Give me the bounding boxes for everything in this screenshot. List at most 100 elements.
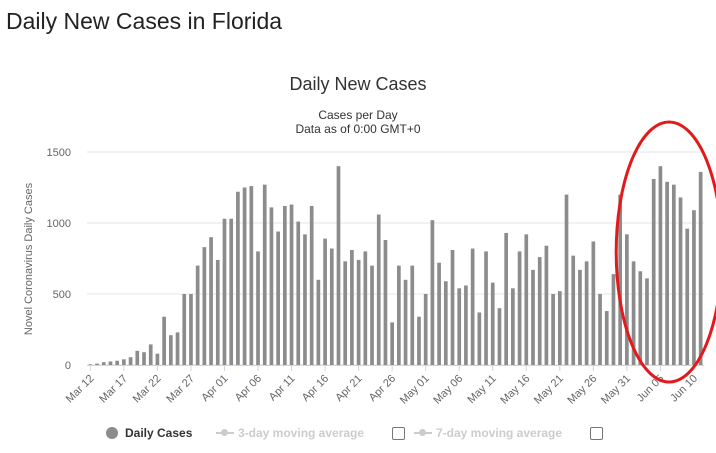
bar-day-24[interactable]	[249, 186, 254, 365]
bar-day-56[interactable]	[464, 285, 468, 365]
bar-day-50[interactable]	[423, 294, 428, 365]
bar-day-15[interactable]	[189, 294, 193, 365]
bar-day-66[interactable]	[531, 269, 535, 365]
bar-day-14[interactable]	[182, 294, 187, 365]
bar-day-7[interactable]	[135, 350, 140, 365]
bar-day-73[interactable]	[578, 269, 582, 365]
bar-day-36[interactable]	[329, 248, 334, 365]
bar-day-89[interactable]	[685, 228, 690, 365]
bar-day-8[interactable]	[142, 352, 146, 365]
bar-day-86[interactable]	[665, 181, 669, 365]
bar-day-69[interactable]	[551, 294, 555, 365]
bar-day-43[interactable]	[376, 214, 381, 365]
bar-day-26[interactable]	[262, 184, 267, 365]
bar-day-35[interactable]	[323, 238, 327, 365]
bar-day-47[interactable]	[403, 279, 408, 365]
legend-item-daily-cases[interactable]: Daily Cases	[106, 426, 192, 440]
bar-day-57[interactable]	[470, 248, 475, 365]
bar-day-17[interactable]	[202, 247, 207, 365]
bar-day-80[interactable]	[625, 234, 629, 365]
bar-day-90[interactable]	[692, 210, 696, 365]
bar-day-81[interactable]	[631, 261, 636, 365]
bar-day-16[interactable]	[195, 265, 200, 365]
7-day-average-checkbox[interactable]	[590, 427, 603, 440]
x-tick-label: Jun 05	[635, 373, 667, 405]
bar-day-58[interactable]	[477, 312, 482, 365]
3-day-average-checkbox[interactable]	[392, 427, 405, 440]
bar-day-28[interactable]	[276, 231, 280, 365]
bar-day-91[interactable]	[698, 171, 703, 365]
bar-day-38[interactable]	[343, 261, 348, 365]
bar-day-27[interactable]	[269, 207, 274, 365]
bar-day-65[interactable]	[524, 234, 529, 365]
bar-day-60[interactable]	[490, 282, 495, 365]
bar-day-6[interactable]	[128, 357, 133, 365]
bar-day-61[interactable]	[497, 308, 502, 365]
bar-day-4[interactable]	[115, 360, 120, 365]
bar-day-88[interactable]	[678, 197, 683, 365]
bar-day-59[interactable]	[484, 251, 488, 365]
bar-day-76[interactable]	[598, 294, 602, 365]
bar-day-46[interactable]	[397, 265, 401, 365]
bar-day-21[interactable]	[229, 218, 234, 365]
legend-item-7-day-average[interactable]: 7-day moving average	[414, 426, 562, 440]
bar-day-77[interactable]	[604, 311, 609, 365]
bar-day-74[interactable]	[584, 261, 589, 365]
bar-day-83[interactable]	[645, 278, 649, 365]
bar-day-32[interactable]	[303, 234, 307, 365]
bar-day-84[interactable]	[651, 178, 656, 365]
bar-day-72[interactable]	[571, 255, 576, 365]
bar-day-85[interactable]	[658, 166, 663, 365]
bar-day-49[interactable]	[417, 316, 421, 365]
bar-day-23[interactable]	[242, 187, 247, 366]
bar-day-20[interactable]	[222, 218, 227, 365]
bar-day-12[interactable]	[168, 335, 173, 365]
bar-day-1[interactable]	[95, 363, 99, 365]
bar-day-40[interactable]	[356, 259, 361, 365]
bar-day-30[interactable]	[289, 204, 294, 365]
bar-day-25[interactable]	[256, 251, 260, 365]
bar-day-67[interactable]	[537, 257, 542, 365]
bar-day-31[interactable]	[296, 221, 301, 365]
bar-day-41[interactable]	[363, 251, 368, 365]
bar-day-45[interactable]	[390, 322, 394, 365]
bar-day-48[interactable]	[410, 265, 415, 365]
bar-day-11[interactable]	[162, 316, 166, 365]
bar-series-daily-cases[interactable]	[88, 166, 703, 366]
bar-day-19[interactable]	[215, 259, 220, 365]
bar-day-68[interactable]	[544, 245, 549, 365]
bar-day-44[interactable]	[383, 240, 388, 365]
bar-day-63[interactable]	[511, 288, 515, 365]
bar-day-75[interactable]	[591, 241, 596, 365]
bar-day-87[interactable]	[671, 184, 676, 365]
bar-day-54[interactable]	[450, 249, 455, 365]
bar-day-10[interactable]	[155, 353, 160, 365]
bar-day-52[interactable]	[437, 262, 441, 365]
bar-day-71[interactable]	[564, 194, 569, 365]
bar-day-64[interactable]	[517, 251, 522, 365]
bar-day-18[interactable]	[209, 237, 213, 365]
bar-day-79[interactable]	[618, 194, 623, 365]
bar-day-2[interactable]	[101, 362, 106, 365]
daily-cases-legend-dot-icon	[106, 427, 118, 439]
bar-day-0[interactable]	[88, 364, 93, 365]
bar-day-42[interactable]	[370, 265, 374, 365]
bar-day-37[interactable]	[336, 166, 341, 365]
bar-day-22[interactable]	[236, 191, 240, 365]
bar-day-53[interactable]	[443, 281, 448, 365]
bar-day-51[interactable]	[430, 220, 435, 365]
bar-day-33[interactable]	[309, 205, 314, 365]
bar-day-13[interactable]	[175, 332, 180, 365]
bar-day-55[interactable]	[457, 288, 462, 365]
bar-day-62[interactable]	[504, 232, 508, 365]
bar-day-82[interactable]	[638, 271, 643, 365]
bar-day-70[interactable]	[557, 291, 562, 365]
bar-day-39[interactable]	[350, 249, 354, 365]
bar-day-5[interactable]	[122, 359, 126, 365]
bar-day-9[interactable]	[148, 344, 153, 365]
bar-day-29[interactable]	[283, 205, 287, 365]
bar-day-34[interactable]	[316, 279, 321, 365]
bar-day-78[interactable]	[611, 274, 616, 365]
bar-day-3[interactable]	[108, 361, 113, 365]
legend-item-3-day-average[interactable]: 3-day moving average	[216, 426, 364, 440]
